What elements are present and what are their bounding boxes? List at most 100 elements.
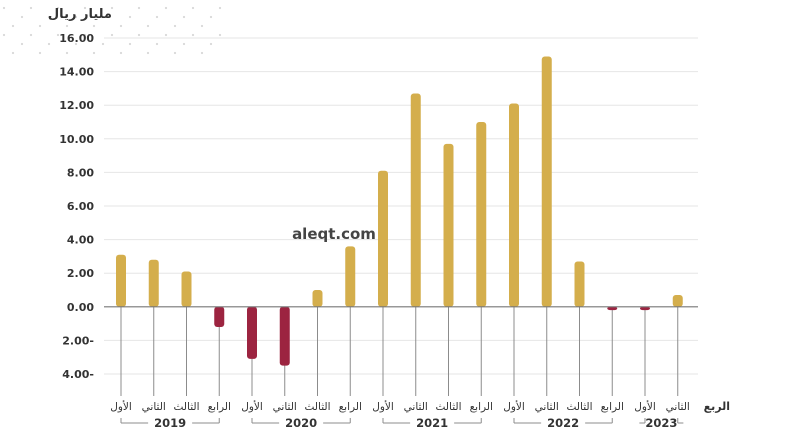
x-tick-label: الأول: [503, 400, 525, 413]
decor-dot: [218, 6, 222, 10]
decor-dot: [29, 6, 33, 10]
decor-dot: [56, 33, 60, 37]
x-tick-label: الأول: [372, 400, 394, 413]
y-tick-label: 16.00: [59, 32, 94, 45]
decor-dot: [128, 42, 132, 46]
bar: [116, 254, 126, 307]
decor-dot: [38, 24, 42, 28]
decor-dot: [155, 15, 159, 19]
decor-dot: [83, 33, 87, 37]
bar: [247, 306, 257, 359]
decor-dot: [65, 51, 69, 55]
decor-dot: [209, 15, 213, 19]
decor-dot: [200, 24, 204, 28]
bar: [640, 306, 650, 311]
decor-dot: [137, 6, 141, 10]
bar: [410, 93, 421, 307]
decor-dot: [20, 15, 24, 19]
x-tick-label: الرابع: [208, 401, 231, 413]
decor-dot: [155, 42, 159, 46]
x-tick-label: الثاني: [142, 401, 166, 413]
x-tick-label: الثالث: [305, 401, 331, 413]
decor-dot: [218, 33, 222, 37]
x-tick-label: الأول: [110, 400, 132, 413]
decor-dot: [101, 42, 105, 46]
x-tick-label: الثاني: [666, 401, 690, 413]
bar: [279, 306, 290, 366]
y-tick-label: 0.00: [67, 301, 94, 314]
decor-dot: [110, 6, 114, 10]
decor-dot: [2, 6, 6, 10]
y-tick-label: 6.00: [67, 200, 94, 213]
x-tick-label: الأول: [634, 400, 656, 413]
x-tick-label: الرابع: [470, 401, 493, 413]
decor-dot: [56, 6, 60, 10]
decor-dot: [191, 33, 195, 37]
bar: [476, 122, 487, 307]
year-label: 2020: [285, 416, 317, 430]
bar: [443, 143, 454, 307]
decor-dot: [191, 6, 195, 10]
decor-dot: [11, 51, 15, 55]
decor-dot: [74, 15, 78, 19]
decor-dot: [182, 15, 186, 19]
y-tick-label: 4.00: [67, 234, 94, 247]
bar: [509, 103, 519, 307]
decor-dot: [146, 24, 150, 28]
x-tick-label: الأول: [241, 400, 263, 413]
x-tick-label: الثالث: [174, 401, 200, 413]
decor-dot: [137, 33, 141, 37]
bar: [345, 246, 356, 307]
y-axis-ticks: 16.00 14.00 12.00 10.00 8.00 6.00 4.00 2.00 0.00…: [59, 32, 94, 381]
x-tick-label: الثالث: [567, 401, 593, 413]
y-tick-label: 4.00-: [62, 368, 94, 381]
decor-dot: [65, 24, 69, 28]
decor-dot: [101, 15, 105, 19]
bar: [672, 295, 683, 307]
y-tick-label: 14.00: [59, 66, 94, 79]
bars: [116, 56, 683, 396]
bar: [312, 290, 323, 307]
decor-dot: [38, 51, 42, 55]
year-label: 2019: [154, 416, 186, 430]
decor-dot: [119, 24, 123, 28]
bar: [181, 271, 192, 307]
bar: [148, 259, 159, 307]
y-tick-label: 2.00-: [62, 334, 94, 347]
decor-dot: [173, 51, 177, 55]
x-tick-label: الثالث: [436, 401, 462, 413]
decor-dot: [209, 42, 213, 46]
dot-pattern-decoration: [2, 6, 222, 55]
decor-dot: [47, 15, 51, 19]
decor-dot: [128, 15, 132, 19]
decor-dot: [119, 51, 123, 55]
decor-dot: [200, 51, 204, 55]
decor-dot: [11, 24, 15, 28]
x-tick-label: الثاني: [404, 401, 428, 413]
decor-dot: [110, 33, 114, 37]
x-tick-label: الرابع: [339, 401, 362, 413]
x-axis-ticks: الأول الثاني الثالث الرابع الأول الثاني الثالث…: [110, 400, 690, 413]
unit-label: مليار ريال: [48, 7, 112, 22]
year-label: 2022: [547, 416, 579, 430]
x-axis-title: الربع: [704, 400, 730, 413]
bar: [378, 170, 388, 307]
bar: [541, 56, 552, 307]
bar: [574, 261, 585, 307]
year-brackets: 2019 2020 2021 2022 2023: [120, 416, 684, 430]
gridlines: [104, 37, 698, 375]
decor-dot: [173, 24, 177, 28]
x-tick-label: الثاني: [535, 401, 559, 413]
x-tick-label: الرابع: [601, 401, 624, 413]
y-tick-label: 12.00: [59, 99, 94, 112]
decor-dot: [164, 33, 168, 37]
decor-dot: [83, 6, 87, 10]
x-tick-label: الثاني: [273, 401, 297, 413]
decor-dot: [74, 42, 78, 46]
decor-dot: [20, 42, 24, 46]
year-label: 2021: [416, 416, 448, 430]
y-tick-label: 2.00: [67, 267, 94, 280]
decor-dot: [92, 24, 96, 28]
y-tick-label: 10.00: [59, 133, 94, 146]
